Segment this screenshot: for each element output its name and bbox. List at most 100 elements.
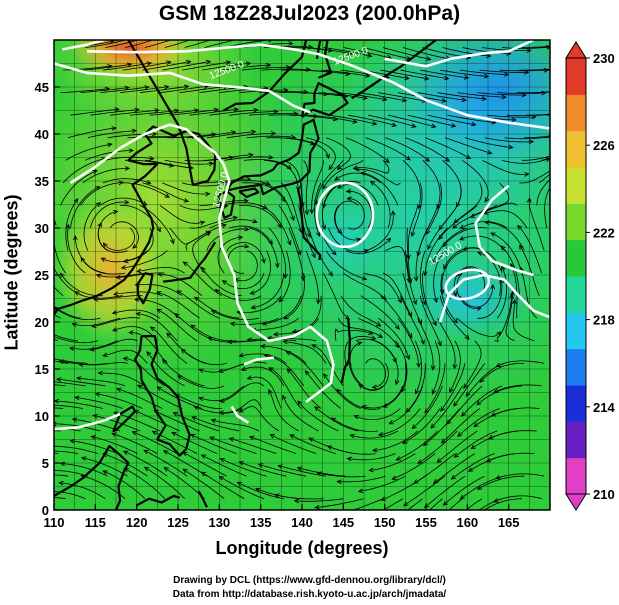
streamline — [493, 495, 542, 503]
streamline-arrowhead — [238, 408, 244, 413]
streamline — [440, 273, 458, 323]
streamline — [482, 47, 531, 51]
closed-height-contour — [444, 268, 491, 301]
streamline — [183, 261, 223, 297]
streamline-arrowhead — [349, 433, 355, 439]
streamline-arrowhead — [23, 285, 27, 289]
streamline-arrowhead — [151, 430, 158, 436]
streamline — [164, 467, 205, 499]
streamline — [54, 423, 101, 432]
streamline-arrowhead — [100, 257, 106, 262]
streamline-arrowhead — [120, 265, 127, 270]
streamline-arrowhead — [328, 164, 334, 171]
streamline-arrowhead — [296, 466, 303, 471]
streamline-arrowhead — [316, 471, 322, 476]
streamline — [305, 250, 319, 304]
streamline-arrowhead — [190, 434, 196, 439]
streamline — [444, 137, 492, 154]
streamline-arrowhead — [436, 458, 442, 463]
streamline-arrowhead — [588, 128, 592, 132]
streamline-arrowhead — [314, 504, 320, 510]
streamline — [189, 108, 238, 116]
streamline-arrowhead — [546, 44, 550, 50]
x-axis-label: Longitude (degrees) — [215, 538, 389, 558]
streamline — [294, 498, 344, 502]
colorbar-min-arrow — [565, 493, 587, 511]
streamline — [270, 434, 317, 454]
streamline — [142, 182, 189, 202]
streamline-arrowhead — [200, 471, 207, 477]
streamline-arrowhead — [545, 157, 550, 162]
streamline — [87, 130, 137, 139]
streamline-arrowhead — [38, 490, 42, 494]
streamline — [221, 64, 271, 71]
streamline-arrowhead — [134, 107, 140, 113]
y-tick-label: 15 — [35, 362, 49, 377]
streamline-arrowhead — [122, 258, 129, 264]
streamline-arrowhead — [102, 352, 108, 358]
streamline-arrowhead — [377, 333, 384, 339]
streamline — [98, 372, 146, 387]
streamline-arrowhead — [401, 97, 408, 103]
streamline — [451, 453, 495, 480]
streamline — [54, 453, 59, 454]
streamline-arrowhead — [146, 351, 152, 357]
streamline-arrowhead — [461, 97, 467, 103]
streamline — [491, 407, 540, 417]
lat-lon-grid — [54, 40, 550, 510]
streamline — [325, 250, 367, 280]
streamline-arrowhead — [90, 435, 96, 440]
streamline-arrowhead — [453, 401, 459, 407]
streamline-arrowhead — [213, 107, 220, 113]
streamline-arrowhead — [519, 244, 524, 250]
streamline-arrowhead — [484, 197, 490, 203]
streamline — [476, 385, 522, 406]
streamline — [459, 284, 494, 308]
streamline — [438, 205, 478, 240]
streamline — [90, 201, 129, 229]
streamline — [65, 143, 112, 161]
streamline-arrowhead — [167, 33, 172, 37]
streamline-arrowhead — [113, 291, 119, 297]
y-tick-label: 20 — [35, 315, 49, 330]
streamline — [448, 498, 463, 510]
streamline-arrowhead — [205, 191, 211, 197]
streamline-arrowhead — [457, 432, 463, 437]
streamline-arrowhead — [306, 232, 312, 238]
streamline-arrowhead — [156, 291, 162, 296]
streamline — [156, 291, 200, 319]
streamline-arrowhead — [81, 456, 87, 461]
streamline — [239, 353, 287, 364]
y-axis-ticks: 0 5 10 15 20 25 30 35 40 45 — [35, 80, 60, 518]
streamline-arrowhead — [420, 339, 425, 345]
colorbar-tick-label: 230 — [593, 51, 615, 66]
streamline — [544, 186, 550, 229]
streamline — [236, 295, 282, 314]
streamline — [405, 137, 450, 162]
streamline — [308, 114, 357, 123]
streamline-arrowhead — [37, 379, 41, 383]
streamline — [380, 69, 429, 80]
streamline — [407, 205, 419, 260]
streamline-arrowhead — [346, 196, 352, 202]
streamline — [413, 453, 456, 484]
streamline — [447, 114, 496, 123]
streamline — [528, 198, 545, 251]
streamline — [317, 472, 366, 478]
y-tick-label: 10 — [35, 409, 49, 424]
streamline — [406, 227, 412, 283]
streamline — [81, 457, 128, 477]
streamline — [363, 47, 411, 60]
colorbar-segment — [566, 276, 586, 313]
streamline — [378, 408, 421, 436]
streamline-arrowhead — [430, 365, 436, 371]
streamline-arrowhead — [591, 108, 595, 112]
streamline-arrowhead — [431, 259, 437, 265]
streamline — [487, 114, 536, 118]
streamline-arrowhead — [326, 445, 333, 450]
streamline — [346, 190, 372, 229]
streamline-arrowhead — [290, 215, 295, 222]
streamline — [432, 227, 468, 265]
streamline-arrowhead — [268, 367, 274, 372]
streamline — [392, 453, 436, 480]
